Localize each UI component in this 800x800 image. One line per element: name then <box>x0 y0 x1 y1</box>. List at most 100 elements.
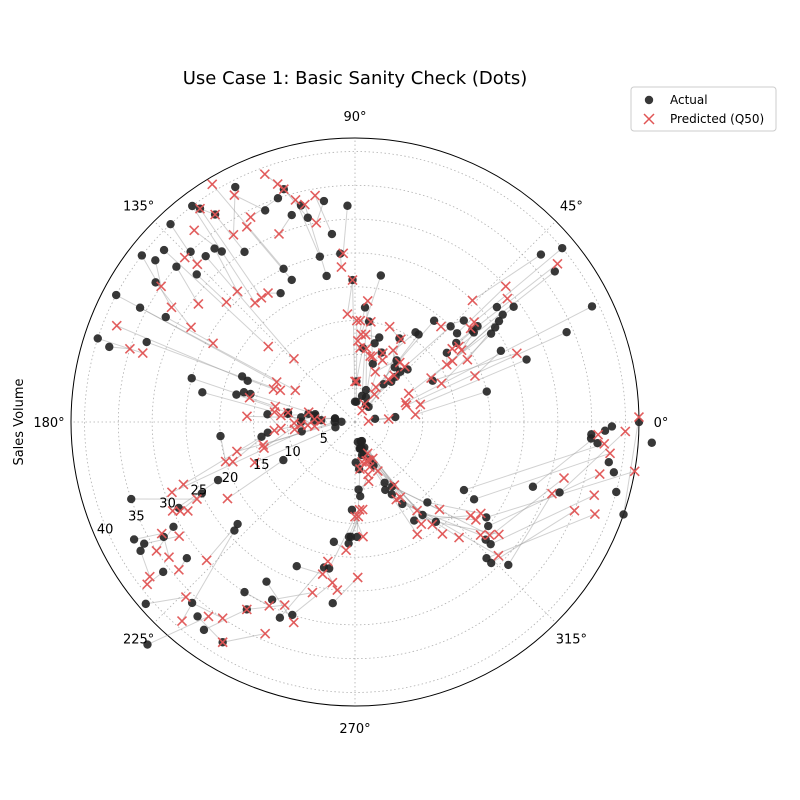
predicted-point <box>210 209 221 220</box>
connector-line <box>559 431 626 493</box>
predicted-point <box>192 259 203 270</box>
predicted-point <box>217 613 228 624</box>
connector-line <box>234 194 266 211</box>
predicted-point <box>629 466 640 477</box>
actual-point <box>492 302 502 312</box>
predicted-point <box>400 397 411 408</box>
actual-point <box>143 640 152 649</box>
predicted-point <box>340 545 352 556</box>
predicted-point <box>279 600 290 611</box>
predicted-point <box>144 571 155 582</box>
predicted-point <box>357 531 369 542</box>
predicted-point <box>207 179 218 190</box>
actual-point <box>337 417 346 426</box>
connector-line <box>116 325 248 382</box>
predicted-point <box>467 295 478 306</box>
actual-point <box>509 302 518 311</box>
connector-line <box>140 550 151 577</box>
actual-point <box>351 458 360 467</box>
connector-line <box>507 493 553 566</box>
actual-series <box>93 182 656 649</box>
connector-line <box>133 533 162 540</box>
predicted-point <box>316 415 327 426</box>
actual-point <box>129 535 139 544</box>
connector-line <box>405 305 593 404</box>
predicted-point <box>268 384 279 395</box>
predicted-point <box>427 519 438 530</box>
actual-point <box>391 412 400 422</box>
actual-point <box>410 516 419 525</box>
predicted-point <box>352 335 363 346</box>
actual-point <box>230 526 239 535</box>
predicted-point <box>377 347 388 359</box>
actual-point <box>484 521 493 531</box>
actual-point <box>459 316 468 325</box>
actual-point <box>418 510 427 520</box>
grid-circle <box>84 151 626 693</box>
actual-point <box>161 312 170 322</box>
predicted-point <box>179 252 190 263</box>
connector-line <box>432 352 517 382</box>
predicted-point <box>546 488 558 499</box>
predicted-point <box>166 487 177 498</box>
actual-point <box>192 270 201 279</box>
actual-point <box>536 250 546 259</box>
connector-line <box>415 391 487 416</box>
connector-line <box>342 205 348 254</box>
predicted-point <box>475 508 486 519</box>
actual-point <box>243 376 252 386</box>
connector-line <box>154 260 162 287</box>
predicted-point <box>436 378 447 389</box>
r-tick-label: 30 <box>159 497 176 512</box>
connector-line <box>115 294 296 391</box>
connector-line <box>203 608 248 631</box>
legend-actual-label: Actual <box>670 93 708 107</box>
predicted-point <box>263 341 274 352</box>
actual-point <box>380 478 389 487</box>
predicted-point <box>289 424 300 435</box>
actual-point <box>327 229 337 239</box>
predicted-point <box>594 468 605 480</box>
actual-point <box>201 251 210 261</box>
predicted-point <box>201 555 212 566</box>
predicted-point <box>185 322 197 333</box>
predicted-point <box>389 480 400 491</box>
predicted-point <box>241 221 252 232</box>
actual-point <box>159 532 168 542</box>
actual-point <box>213 475 223 485</box>
predicted-point <box>388 345 399 356</box>
actual-point <box>279 455 288 465</box>
predicted-point <box>365 351 376 362</box>
predicted-point <box>258 439 269 450</box>
actual-point <box>137 251 147 260</box>
predicted-point <box>317 569 328 580</box>
connector-line <box>236 421 342 452</box>
predicted-point <box>217 637 228 648</box>
actual-point <box>151 256 160 265</box>
connector-line <box>473 247 563 323</box>
predicted-point <box>447 343 458 354</box>
predicted-point <box>351 376 362 387</box>
actual-point <box>469 495 479 504</box>
predicted-point <box>193 298 204 310</box>
actual-point <box>182 553 192 563</box>
connector-line <box>365 348 368 391</box>
predicted-point <box>142 579 153 590</box>
predicted-point <box>569 505 580 516</box>
r-tick-label: 10 <box>284 445 301 460</box>
predicted-point <box>395 492 406 503</box>
connector-line <box>139 307 277 383</box>
actual-point <box>287 210 296 220</box>
connector-line <box>163 249 269 347</box>
actual-point <box>217 247 226 256</box>
actual-point <box>350 397 360 406</box>
legend: Actual Predicted (Q50) <box>630 86 777 132</box>
actual-point <box>486 329 496 338</box>
actual-point <box>459 485 469 495</box>
connector-line <box>355 347 364 382</box>
actual-point <box>276 288 285 298</box>
grid-circle <box>219 286 491 558</box>
actual-point <box>198 388 207 397</box>
actual-point <box>446 322 455 331</box>
connector-line <box>463 443 605 491</box>
